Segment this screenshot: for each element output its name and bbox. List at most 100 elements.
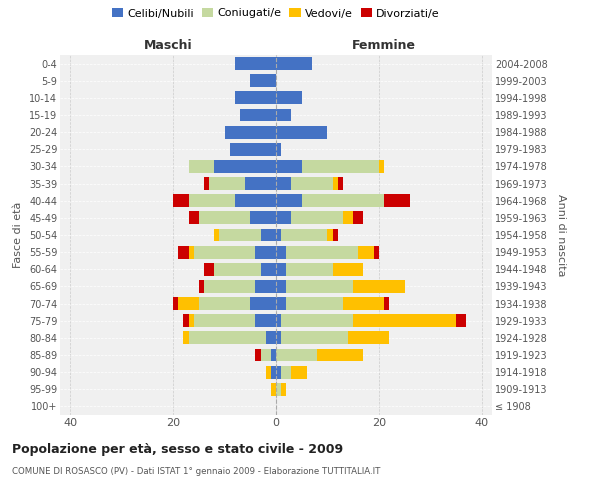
Bar	[276, 92, 302, 104]
Text: Femmine: Femmine	[352, 38, 416, 52]
Bar	[276, 160, 384, 173]
Bar	[276, 228, 338, 241]
Bar	[188, 160, 276, 173]
Bar	[178, 297, 276, 310]
Bar	[235, 57, 276, 70]
Bar	[214, 263, 276, 276]
Bar	[235, 92, 276, 104]
Bar	[276, 246, 286, 258]
Bar	[276, 366, 281, 378]
Bar	[224, 126, 276, 138]
Bar	[276, 57, 312, 70]
Bar	[276, 57, 312, 70]
Bar	[276, 246, 374, 258]
Bar	[276, 143, 281, 156]
Bar	[276, 263, 364, 276]
Bar	[276, 160, 379, 173]
Bar	[276, 280, 286, 293]
Bar	[271, 366, 276, 378]
Bar	[204, 263, 276, 276]
Y-axis label: Anni di nascita: Anni di nascita	[556, 194, 566, 276]
Bar	[276, 177, 292, 190]
Bar	[276, 108, 292, 122]
Bar	[276, 177, 338, 190]
Bar	[276, 92, 302, 104]
Bar	[276, 212, 343, 224]
Bar	[260, 263, 276, 276]
Bar	[250, 297, 276, 310]
Bar	[276, 57, 312, 70]
Bar	[224, 126, 276, 138]
Bar	[276, 108, 292, 122]
Bar	[266, 366, 276, 378]
Bar	[276, 314, 281, 327]
Bar	[276, 177, 343, 190]
Bar	[194, 246, 276, 258]
Bar	[188, 332, 276, 344]
Bar	[276, 366, 307, 378]
Bar	[188, 246, 276, 258]
Bar	[224, 126, 276, 138]
Text: Maschi: Maschi	[143, 38, 193, 52]
Bar	[276, 297, 384, 310]
Bar	[184, 332, 276, 344]
Bar	[276, 126, 328, 138]
Bar	[235, 92, 276, 104]
Bar	[276, 280, 404, 293]
Text: COMUNE DI ROSASCO (PV) - Dati ISTAT 1° gennaio 2009 - Elaborazione TUTTITALIA.IT: COMUNE DI ROSASCO (PV) - Dati ISTAT 1° g…	[12, 468, 380, 476]
Bar	[188, 160, 276, 173]
Bar	[260, 348, 276, 362]
Bar	[276, 57, 312, 70]
Bar	[276, 332, 281, 344]
Bar	[209, 177, 276, 190]
Bar	[276, 126, 328, 138]
Bar	[184, 314, 276, 327]
Bar	[188, 314, 276, 327]
Bar	[220, 228, 276, 241]
Bar	[276, 246, 379, 258]
Bar	[276, 383, 286, 396]
Bar	[276, 348, 317, 362]
Bar	[188, 194, 276, 207]
Bar	[214, 263, 276, 276]
Bar	[276, 366, 307, 378]
Bar	[276, 228, 328, 241]
Bar	[276, 92, 302, 104]
Bar	[266, 332, 276, 344]
Bar	[276, 143, 281, 156]
Bar	[235, 92, 276, 104]
Bar	[276, 348, 364, 362]
Bar	[240, 108, 276, 122]
Bar	[250, 74, 276, 87]
Y-axis label: Fasce di età: Fasce di età	[13, 202, 23, 268]
Bar	[214, 228, 276, 241]
Bar	[230, 143, 276, 156]
Bar	[276, 246, 358, 258]
Bar	[188, 212, 276, 224]
Bar	[199, 212, 276, 224]
Bar	[173, 194, 276, 207]
Bar	[276, 383, 281, 396]
Bar	[235, 57, 276, 70]
Bar	[276, 314, 466, 327]
Bar	[204, 177, 276, 190]
Bar	[178, 246, 276, 258]
Bar	[230, 143, 276, 156]
Bar	[230, 143, 276, 156]
Bar	[250, 74, 276, 87]
Bar	[256, 280, 276, 293]
Bar	[276, 297, 286, 310]
Bar	[276, 212, 353, 224]
Bar	[199, 280, 276, 293]
Bar	[256, 314, 276, 327]
Bar	[276, 280, 353, 293]
Bar	[276, 348, 364, 362]
Bar	[235, 194, 276, 207]
Text: Popolazione per età, sesso e stato civile - 2009: Popolazione per età, sesso e stato civil…	[12, 442, 343, 456]
Bar	[276, 126, 328, 138]
Bar	[214, 160, 276, 173]
Bar	[260, 348, 276, 362]
Bar	[276, 108, 292, 122]
Bar	[214, 228, 276, 241]
Bar	[245, 177, 276, 190]
